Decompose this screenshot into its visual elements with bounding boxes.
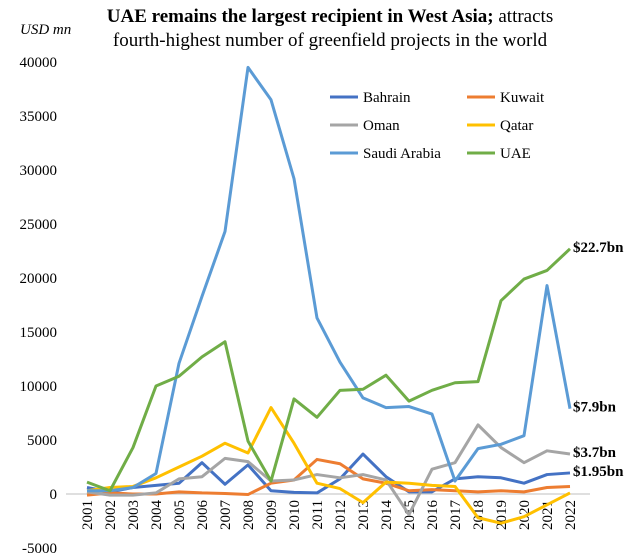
title-part: attracts [498,6,553,27]
y-tick-label: 0 [50,487,58,503]
chart-title: UAE remains the largest recipient in Wes… [107,6,553,27]
legend-label: Saudi Arabia [363,146,441,162]
x-tick-label: 2019 [494,500,510,530]
y-tick-label: 15000 [20,325,58,341]
x-tick-label: 2012 [333,500,349,530]
y-tick-label: 35000 [20,109,58,125]
legend-label: Bahrain [363,90,411,106]
series-line [86,247,572,493]
x-tick-label: 2004 [149,500,165,531]
legend-label: UAE [500,146,531,162]
x-tick-label: 2016 [425,500,441,531]
x-tick-label: 2014 [379,500,395,531]
series-line [86,423,571,517]
y-tick-label: 25000 [20,217,58,233]
y-tick-label: -5000 [22,541,57,555]
x-tick-label: 2018 [471,500,487,530]
x-tick-label: 2002 [103,500,119,530]
y-unit: USD mn [20,22,71,38]
x-tick-label: 2017 [448,500,464,531]
x-tick-label: 2006 [195,500,211,531]
series-line [86,406,571,525]
x-tick-label: 2008 [241,500,257,530]
y-tick-label: 20000 [20,271,58,287]
legend-label: Oman [363,118,400,134]
x-tick-label: 2009 [264,500,280,530]
end-label: $1.95bn [573,464,624,480]
end-label: $7.9bn [573,400,617,416]
x-tick-label: 2001 [80,500,96,530]
x-tick-label: 2011 [310,500,326,529]
series-line [86,457,571,497]
x-tick-label: 2010 [287,500,303,530]
y-tick-label: 30000 [20,163,58,179]
y-tick-label: 10000 [20,379,58,395]
x-tick-label: 2003 [126,500,142,530]
y-tick-label: 40000 [20,55,58,71]
end-label: $3.7bn [573,445,617,461]
x-tick-label: 2013 [356,500,372,530]
chart-title-line2: fourth-highest number of greenfield proj… [113,30,548,51]
y-tick-label: 5000 [27,433,57,449]
series-line [87,65,572,493]
x-tick-label: 2005 [172,500,188,530]
legend-label: Qatar [500,118,533,134]
legend-label: Kuwait [500,90,545,106]
end-label: $22.7bn [573,240,624,256]
x-tick-label: 2007 [218,500,234,531]
title-bold: UAE remains the largest recipient in Wes… [107,6,494,27]
x-tick-label: 2022 [563,500,579,530]
